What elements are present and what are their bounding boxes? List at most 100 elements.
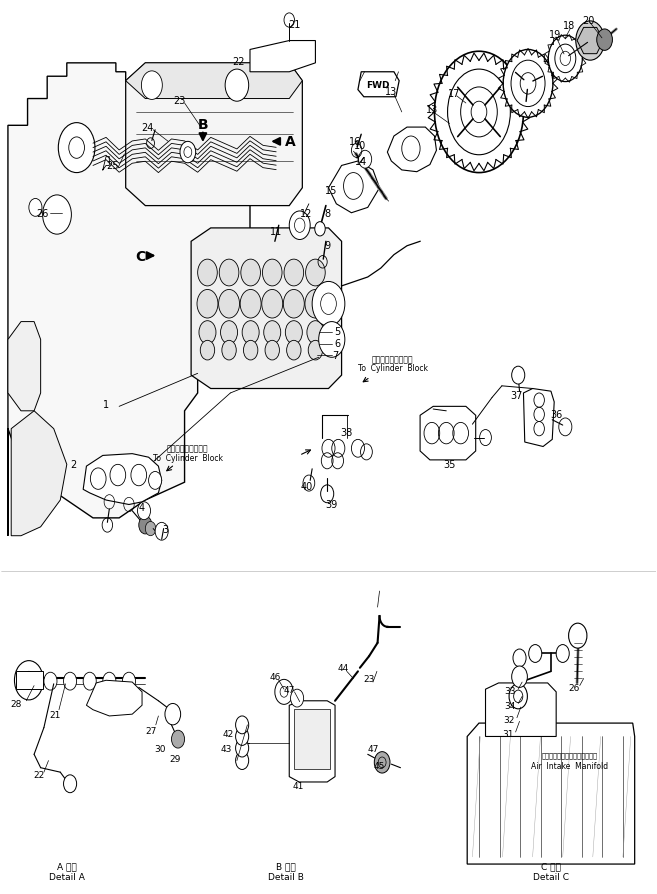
Text: Detail A: Detail A [49,872,85,881]
Circle shape [529,645,542,662]
Circle shape [284,260,304,287]
Circle shape [240,291,261,318]
Circle shape [244,341,258,360]
Circle shape [165,704,181,725]
Circle shape [307,321,324,344]
Circle shape [29,199,42,217]
Circle shape [22,671,35,689]
Circle shape [137,502,150,520]
Text: 16: 16 [349,137,361,148]
Text: 40: 40 [300,481,312,491]
Circle shape [44,672,57,690]
Text: Air  Intake  Manifold: Air Intake Manifold [531,761,608,770]
Text: C 詳細: C 詳細 [541,862,561,871]
Circle shape [236,716,249,734]
Text: 28: 28 [10,699,22,708]
Circle shape [447,70,510,156]
Circle shape [283,291,304,318]
Text: A: A [285,135,296,149]
Circle shape [290,689,304,707]
Text: To  Cylinder  Block: To Cylinder Block [357,364,428,373]
Polygon shape [87,680,142,716]
Polygon shape [289,701,335,782]
Circle shape [14,661,43,700]
Text: エアーインテークマニホールド: エアーインテークマニホールド [541,751,597,758]
Text: 3: 3 [162,524,168,534]
Text: To  Cylinder  Block: To Cylinder Block [153,453,223,462]
Text: 2: 2 [70,460,76,470]
Text: 13: 13 [385,88,397,97]
Text: 18: 18 [563,21,576,31]
Polygon shape [467,723,635,864]
Circle shape [43,196,72,235]
Text: 14: 14 [355,156,367,167]
Polygon shape [250,41,315,72]
Circle shape [319,322,345,358]
Text: 6: 6 [334,339,341,349]
Circle shape [236,739,249,757]
Circle shape [512,666,528,687]
Circle shape [139,517,152,535]
Circle shape [549,36,582,82]
Circle shape [263,321,281,344]
Circle shape [236,752,249,770]
Text: 26: 26 [569,683,580,692]
Circle shape [221,321,238,344]
Text: 24: 24 [142,123,154,133]
Circle shape [148,472,162,490]
Polygon shape [83,454,162,505]
Text: 46: 46 [269,672,281,681]
Circle shape [513,649,526,667]
Text: 30: 30 [154,744,166,753]
Polygon shape [577,29,603,55]
Circle shape [145,522,156,536]
Circle shape [171,730,185,748]
Circle shape [131,465,147,486]
Text: 38: 38 [341,427,353,438]
Text: 23: 23 [173,97,185,106]
Text: 29: 29 [169,755,181,763]
Text: 25: 25 [106,161,119,172]
Circle shape [219,291,240,318]
Circle shape [58,123,95,173]
Circle shape [359,151,372,169]
Text: 45: 45 [374,762,385,771]
Circle shape [236,728,249,746]
Text: 44: 44 [337,663,348,672]
Text: 22: 22 [34,771,45,780]
Text: 1: 1 [103,400,109,409]
Circle shape [262,260,282,287]
Polygon shape [125,63,302,99]
Text: 39: 39 [325,499,337,509]
Text: A 詳細: A 詳細 [57,862,77,871]
Text: 22: 22 [232,57,244,67]
Circle shape [461,88,497,138]
Polygon shape [420,407,476,460]
Text: 47: 47 [284,685,295,694]
Circle shape [198,260,217,287]
Circle shape [512,367,525,384]
Circle shape [155,523,168,541]
Text: 36: 36 [550,410,562,420]
Text: FWD: FWD [367,80,390,89]
Bar [294,709,330,770]
Circle shape [137,70,160,102]
Text: 15: 15 [325,185,337,195]
Circle shape [402,137,420,162]
Text: 7: 7 [332,351,338,361]
Text: 31: 31 [502,730,514,738]
Circle shape [275,679,293,704]
Circle shape [285,321,302,344]
Circle shape [582,30,598,52]
Circle shape [312,283,345,326]
Text: 34: 34 [505,701,516,710]
Circle shape [219,260,239,287]
Text: 9: 9 [324,240,330,250]
Circle shape [199,321,216,344]
Circle shape [91,468,106,490]
Text: 10: 10 [353,140,366,151]
Text: 20: 20 [583,16,595,26]
Circle shape [102,672,116,690]
Circle shape [555,45,576,73]
Circle shape [305,291,326,318]
